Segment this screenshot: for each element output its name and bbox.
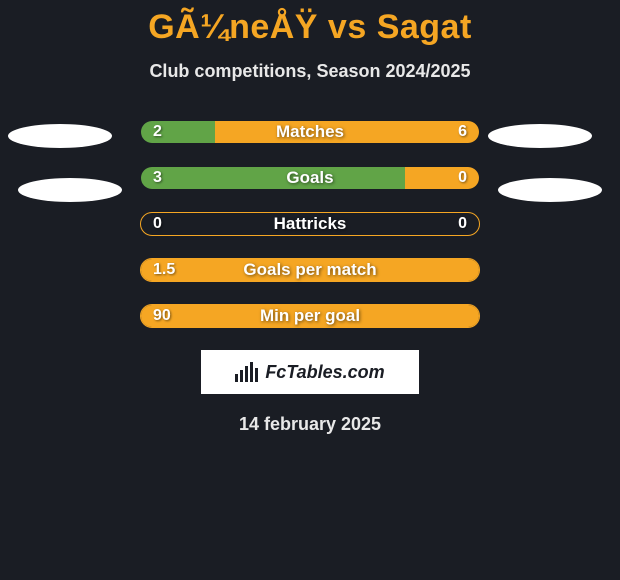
stat-label: Hattricks <box>274 214 347 234</box>
date-label: 14 february 2025 <box>0 414 620 435</box>
comparison-bars: 2 6 Matches 3 0 Goals 0 0 Hattricks 1.5 Goals per … <box>140 120 480 328</box>
stat-value-right: 6 <box>458 123 467 141</box>
stat-value-left: 90 <box>153 307 171 325</box>
stat-row: 1.5 Goals per match <box>140 258 480 282</box>
decorative-ellipse <box>8 124 112 148</box>
stat-value-left: 1.5 <box>153 261 175 279</box>
bar-right-fill <box>405 167 479 189</box>
decorative-ellipse <box>488 124 592 148</box>
brand-name: FcTables.com <box>265 362 384 383</box>
page-subtitle: Club competitions, Season 2024/2025 <box>0 61 620 82</box>
stat-label: Matches <box>276 122 344 142</box>
comparison-card: GÃ¼neÅŸ vs Sagat Club competitions, Seas… <box>0 0 620 580</box>
bar-left-fill <box>141 167 405 189</box>
stat-row: 3 0 Goals <box>140 166 480 190</box>
stat-value-left: 3 <box>153 169 162 187</box>
stat-value-left: 0 <box>153 215 162 233</box>
stat-row: 90 Min per goal <box>140 304 480 328</box>
stat-label: Goals per match <box>243 260 376 280</box>
bar-chart-icon <box>235 362 259 382</box>
decorative-ellipse <box>18 178 122 202</box>
stat-label: Goals <box>286 168 333 188</box>
brand-logo[interactable]: FcTables.com <box>201 350 419 394</box>
bar-right-fill <box>215 121 479 143</box>
stat-label: Min per goal <box>260 306 360 326</box>
stat-value-right: 0 <box>458 215 467 233</box>
stat-row: 2 6 Matches <box>140 120 480 144</box>
page-title: GÃ¼neÅŸ vs Sagat <box>0 0 620 47</box>
decorative-ellipse <box>498 178 602 202</box>
stat-value-right: 0 <box>458 169 467 187</box>
stat-value-left: 2 <box>153 123 162 141</box>
stat-row: 0 0 Hattricks <box>140 212 480 236</box>
